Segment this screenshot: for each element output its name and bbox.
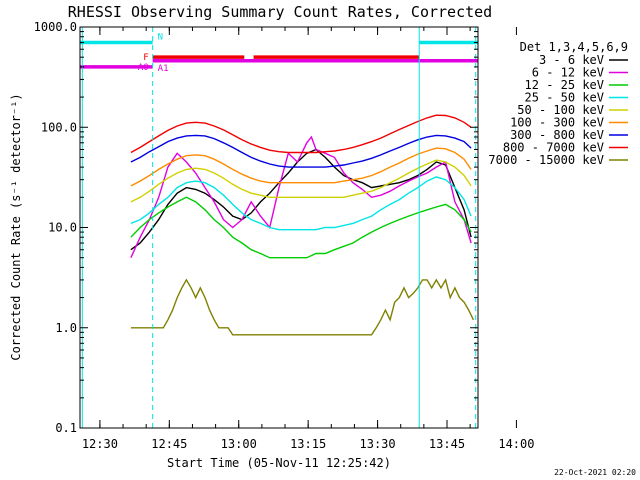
y-tick-label-3: 1.0	[55, 321, 77, 335]
legend-label-6: 300 - 800 keV	[510, 128, 604, 142]
legend-label-7: 800 - 7000 keV	[503, 141, 604, 155]
legend-label-1: 6 - 12 keV	[532, 66, 604, 80]
status-label-f: F	[143, 53, 148, 63]
series-line-6	[130, 134, 472, 168]
attenuator-lines	[81, 27, 477, 428]
series-line-1	[130, 135, 472, 258]
x-tick-label-3: 13:15	[290, 437, 326, 451]
x-tick-label-0: 12:30	[82, 437, 118, 451]
series-layer	[130, 114, 475, 336]
x-tick-label-2: 13:00	[221, 437, 257, 451]
series-line-7	[130, 114, 472, 154]
x-tick-label-6: 14:00	[498, 437, 534, 451]
x-tick-label-5: 13:45	[429, 437, 465, 451]
legend-header: Det 1,3,4,5,6,9	[520, 40, 628, 54]
y-tick-label-4: 0.1	[55, 421, 77, 435]
series-line-3	[130, 176, 472, 231]
x-axis-label: Start Time (05-Nov-11 12:25:42)	[167, 456, 391, 470]
legend-label-4: 50 - 100 keV	[517, 103, 604, 117]
series-line-8	[130, 278, 475, 336]
y-tick-label-2: 10.0	[48, 221, 77, 235]
series-line-2	[130, 196, 472, 259]
status-label-a0: A0	[138, 63, 149, 73]
y-tick-label-0: 1000.0	[34, 20, 77, 34]
series-line-5	[130, 147, 472, 187]
axes: 1000.0 100.0 10.0 1.0 0.1 12:30 12:45 13:00 13:1…	[34, 20, 535, 451]
status-label-n: N	[158, 33, 163, 43]
series-line-4	[130, 159, 472, 203]
legend-label-8: 7000 - 15000 keV	[488, 153, 604, 167]
legend-label-3: 25 - 50 keV	[525, 91, 604, 105]
status-label-a1: A1	[158, 64, 169, 74]
x-tick-label-1: 12:45	[151, 437, 187, 451]
y-tick-label-1: 100.0	[41, 120, 77, 134]
timestamp: 22-Oct-2021 02:20	[554, 468, 636, 477]
chart-title: RHESSI Observing Summary Count Rates, Co…	[68, 3, 492, 21]
legend-label-5: 100 - 300 keV	[510, 116, 604, 130]
legend-label-2: 12 - 25 keV	[525, 78, 604, 92]
x-tick-label-4: 13:30	[360, 437, 396, 451]
series-line-0	[130, 148, 472, 251]
y-axis-label: Corrected Count Rate (s⁻¹ detector⁻¹)	[9, 93, 23, 360]
legend-label-0: 3 - 6 keV	[539, 53, 604, 67]
